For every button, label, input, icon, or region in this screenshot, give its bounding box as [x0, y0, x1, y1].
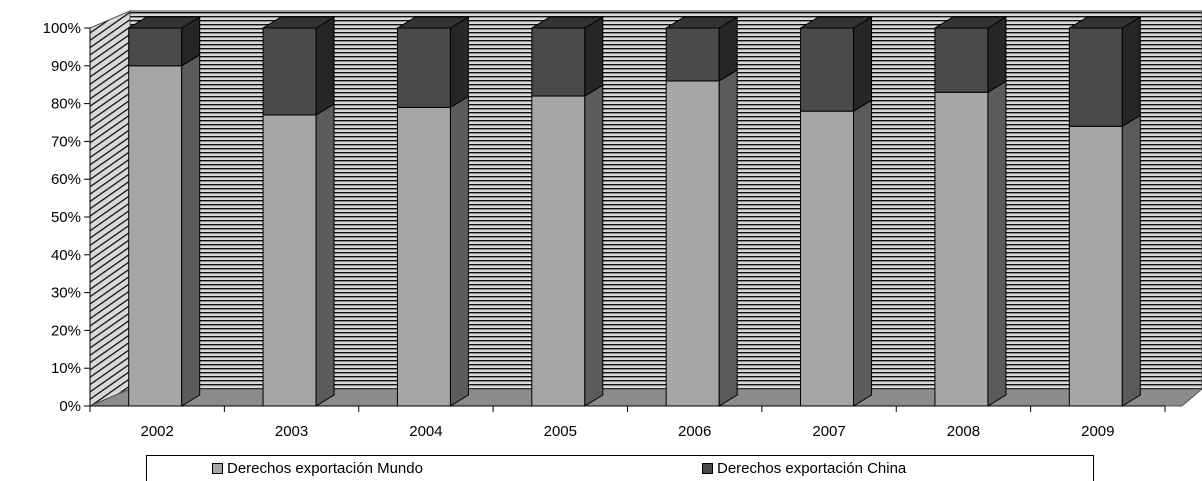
bar-mundo-side	[315, 103, 335, 407]
bar-mundo	[1068, 125, 1123, 407]
bar-top-face	[261, 16, 336, 29]
bar-mundo	[934, 91, 989, 407]
y-tick-label: 30%	[51, 285, 81, 302]
y-tick-label: 0%	[59, 398, 81, 415]
bar-china-side	[584, 16, 604, 97]
y-tick-label: 70%	[51, 133, 81, 150]
bar-china-side	[987, 16, 1007, 94]
legend-swatch-china	[702, 463, 713, 474]
y-tick-label: 100%	[43, 20, 81, 37]
bar-top-face	[530, 16, 605, 29]
legend-item-mundo: Derechos exportación Mundo	[212, 460, 423, 477]
bar-mundo-side	[584, 84, 604, 407]
bar-top-face	[1067, 16, 1143, 29]
x-tick-label: 2008	[947, 423, 980, 440]
bar-mundo	[531, 95, 586, 407]
side-wall	[89, 10, 131, 407]
bar-china-side	[315, 16, 335, 116]
bar-china	[800, 27, 855, 112]
x-tick-label: 2002	[141, 423, 174, 440]
bar-mundo-side	[718, 69, 738, 407]
bar-mundo-side	[1121, 114, 1141, 407]
x-tick-label: 2003	[275, 423, 308, 440]
bar-china	[396, 27, 451, 108]
bar-china-side	[449, 16, 469, 109]
bar-china	[934, 27, 989, 93]
bar-top-face	[933, 16, 1008, 29]
bar-mundo	[262, 114, 317, 407]
bar-china	[665, 27, 720, 82]
legend-swatch-mundo	[212, 463, 223, 474]
y-tick-label: 60%	[51, 171, 81, 188]
bar-china	[531, 27, 586, 97]
bar-china	[1068, 27, 1123, 127]
y-tick-label: 50%	[51, 209, 81, 226]
legend-item-china: Derechos exportación China	[702, 460, 906, 477]
floor	[89, 388, 1202, 407]
bar-mundo-side	[987, 80, 1007, 407]
x-tick-label: 2007	[812, 423, 845, 440]
x-tick-label: 2009	[1081, 423, 1114, 440]
legend-label-china: Derechos exportación China	[717, 460, 907, 477]
bar-china-side	[853, 16, 873, 113]
bar-mundo	[800, 110, 855, 407]
bar-mundo-side	[853, 99, 873, 407]
bar-top-face	[126, 16, 202, 29]
bar-china-side	[1121, 16, 1141, 128]
legend-label-mundo: Derechos exportación Mundo	[227, 460, 423, 477]
bar-china	[128, 27, 183, 67]
bar-mundo-side	[181, 53, 201, 407]
x-tick-label: 2005	[544, 423, 577, 440]
bar-mundo-side	[449, 95, 469, 407]
y-tick-label: 80%	[51, 96, 81, 113]
y-tick-label: 10%	[51, 360, 81, 377]
bar-china	[262, 27, 317, 116]
y-tick-label: 20%	[51, 322, 81, 339]
bar-top-face	[664, 16, 739, 29]
bar-mundo	[665, 80, 720, 407]
bar-top-face	[395, 16, 471, 29]
bar-mundo	[128, 65, 183, 407]
x-tick-label: 2006	[678, 423, 711, 440]
bar-mundo	[396, 106, 451, 407]
bar-top-face	[798, 16, 874, 29]
x-tick-label: 2004	[409, 423, 442, 440]
y-tick-label: 90%	[51, 58, 81, 75]
y-tick-label: 40%	[51, 247, 81, 264]
chart-legend: Derechos exportación Mundo Derechos expo…	[146, 455, 1094, 481]
